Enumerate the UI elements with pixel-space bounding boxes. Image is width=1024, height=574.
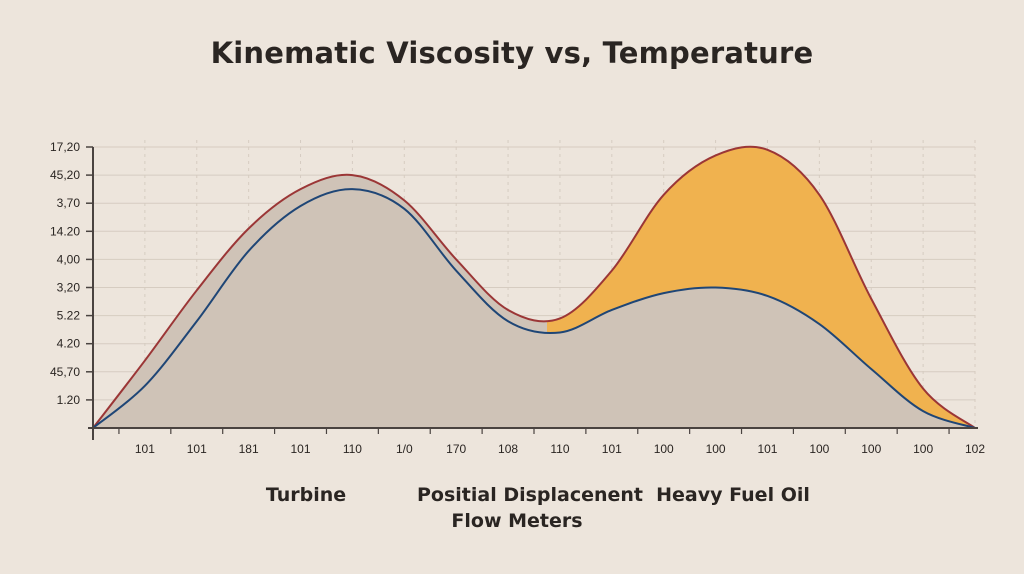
category-label-turbine: Turbine xyxy=(265,484,347,506)
x-tick-label: 100 xyxy=(809,442,829,456)
x-tick-label: 100 xyxy=(706,442,726,456)
y-tick-label: 4.20 xyxy=(57,337,81,351)
x-tick-label: 102 xyxy=(965,442,985,456)
x-tick-label: 101 xyxy=(135,442,155,456)
x-tick-label: 1/0 xyxy=(396,442,413,456)
series-line-lower xyxy=(92,188,976,429)
x-tick-label: 181 xyxy=(239,442,259,456)
x-tick-label: 100 xyxy=(654,442,674,456)
x-tick-label: 170 xyxy=(446,442,466,456)
x-tick-label: 110 xyxy=(343,442,362,456)
category-label-flow-meters: Flow Meters xyxy=(451,510,583,532)
x-tick-label: 110 xyxy=(550,442,569,456)
y-tick-label: 45,70 xyxy=(50,365,80,379)
x-tick-label: 100 xyxy=(861,442,881,456)
y-tick-label: 4,00 xyxy=(57,252,81,266)
x-tick-label: 108 xyxy=(498,442,518,456)
series-line-upper xyxy=(92,145,976,429)
y-tick-label: 45,20 xyxy=(50,168,80,182)
x-tick-label: 101 xyxy=(757,442,777,456)
y-tick-label: 3,70 xyxy=(57,196,81,210)
y-tick-label: 1.20 xyxy=(57,393,81,407)
x-tick-label: 100 xyxy=(913,442,933,456)
y-tick-label: 17,20 xyxy=(50,140,80,154)
y-tick-label: 5.22 xyxy=(57,309,81,323)
area-fill-lower xyxy=(93,189,975,428)
x-tick-label: 101 xyxy=(187,442,207,456)
y-tick-label: 3,20 xyxy=(57,281,81,295)
category-label-positive-displacement: Positial Displacenent xyxy=(416,484,644,506)
chart-title: Kinematic Viscosity vs, Temperature xyxy=(210,36,814,70)
y-tick-label: 14.20 xyxy=(50,224,80,238)
category-label-heavy-fuel-oil: Heavy Fuel Oil xyxy=(656,484,810,506)
x-tick-label: 101 xyxy=(602,442,622,456)
x-tick-label: 101 xyxy=(291,442,311,456)
